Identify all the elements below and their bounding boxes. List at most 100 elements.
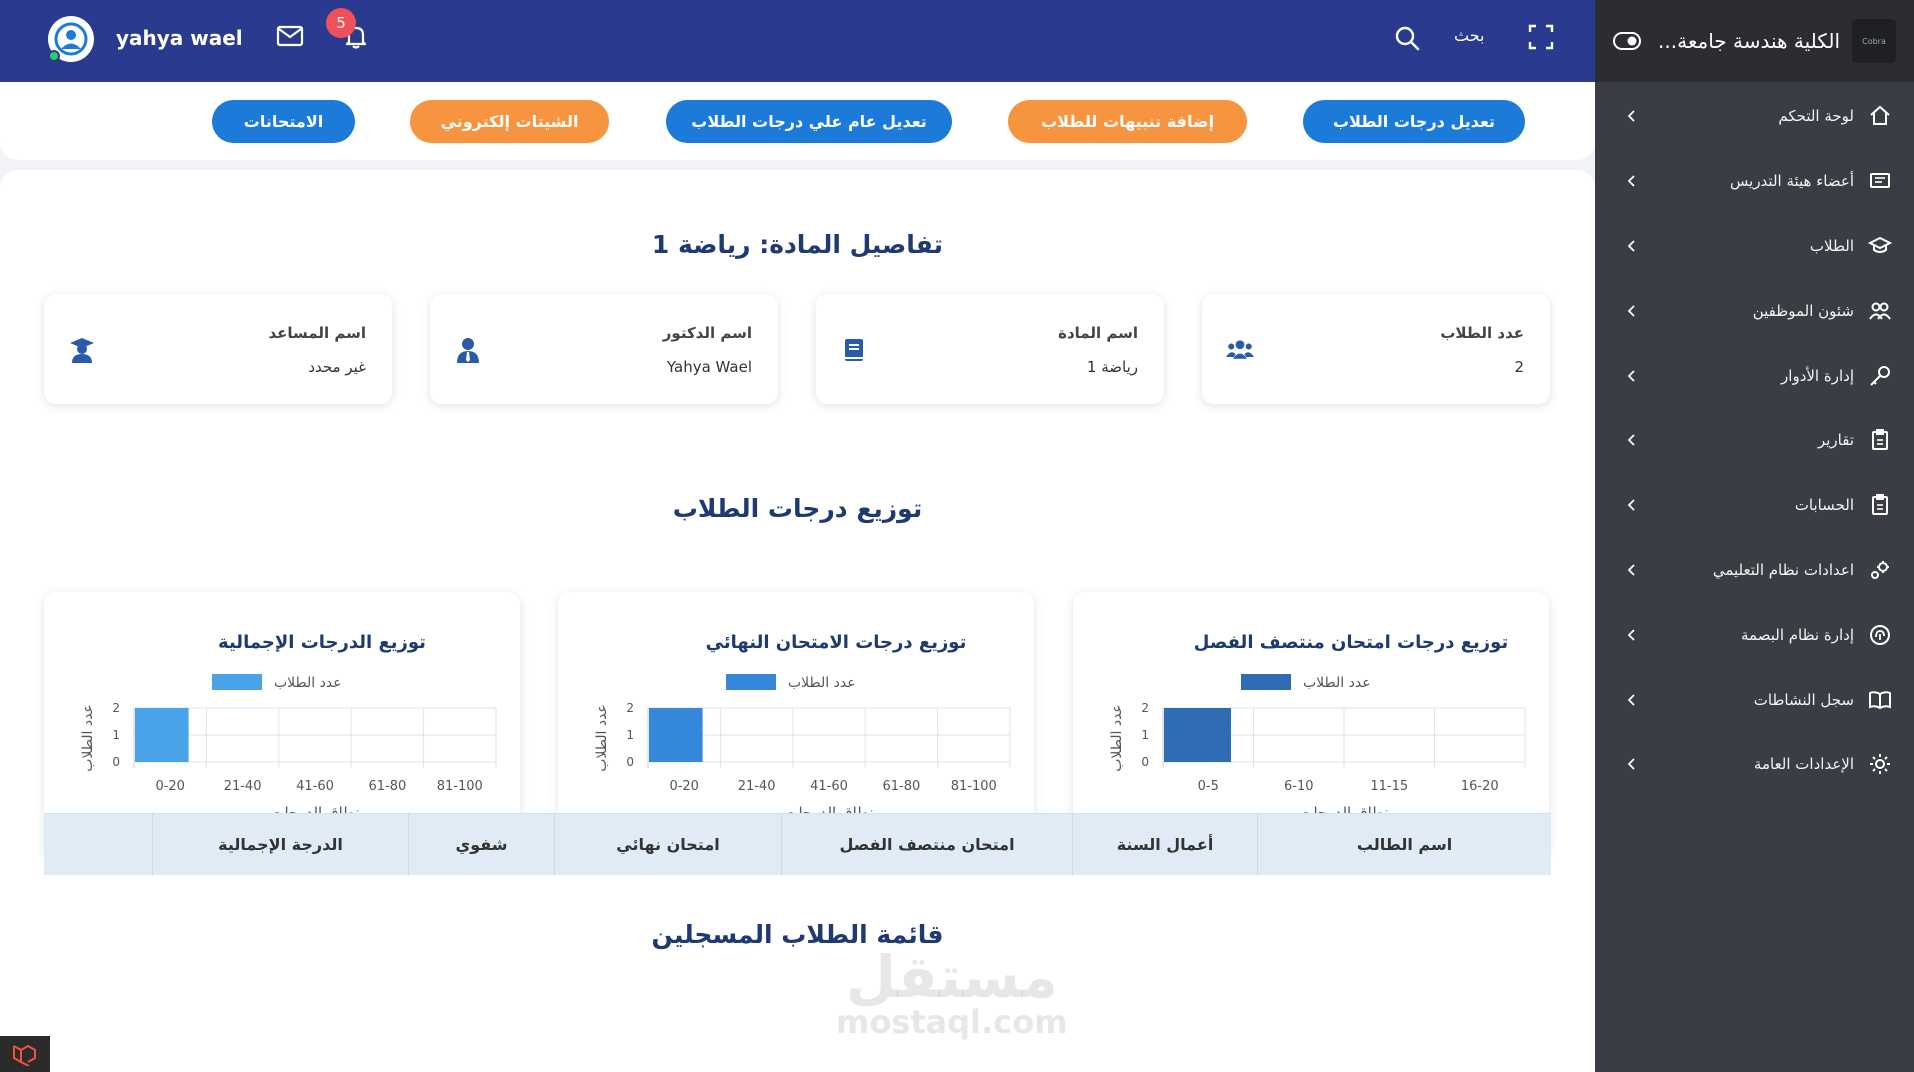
sidebar: Cobra الكلية هندسة جامعة... لوحة التحكم أ… (1595, 0, 1914, 1072)
sidebar-item-label: الإعدادات العامة (1753, 755, 1854, 774)
x-tick-label: 61-80 (883, 779, 921, 794)
clipboard-icon (1872, 494, 1888, 516)
y-tick-label: 2 (112, 701, 120, 715)
sidebar-item-2[interactable]: الطلاب (1595, 214, 1914, 279)
sidebar-item-7[interactable]: اعدادات نظام التعليمي (1595, 538, 1914, 603)
clipboard-icon (1872, 429, 1888, 451)
chevron-left-icon (1627, 305, 1635, 317)
book-icon (845, 339, 863, 361)
sidebar-item-5[interactable]: تقارير (1595, 408, 1914, 473)
x-tick-label: 41-60 (810, 779, 848, 794)
sidebar-item-label: الطلاب (1809, 236, 1854, 255)
card-label: اسم الدكتور (662, 324, 752, 342)
fingerprint-icon (1870, 624, 1890, 645)
column-header[interactable]: شفوي (408, 814, 554, 875)
y-tick-label: 2 (626, 701, 634, 715)
gears-icon (1871, 560, 1889, 579)
column-header[interactable]: أعمال السنة (1072, 814, 1257, 875)
x-tick-label: 61-80 (369, 779, 407, 794)
sidebar-menu: لوحة التحكم أعضاء هيئة التدريس الطلاب شئون … (1595, 84, 1914, 797)
chevron-left-icon (1627, 693, 1635, 706)
electronic-sheets-button[interactable]: الشيتات إلكتروني (410, 100, 609, 143)
chevron-left-icon (1627, 110, 1635, 123)
doctor-name-card: اسم الدكتور Yahya Wael (430, 294, 778, 404)
bar[interactable] (135, 708, 189, 762)
card-value: رياضة 1 (1086, 358, 1138, 376)
sidebar-item-1[interactable]: أعضاء هيئة التدريس (1595, 149, 1914, 214)
legend-label: عدد الطلاب (274, 675, 342, 691)
sidebar-item-label: إدارة نظام البصمة (1741, 625, 1854, 644)
sidebar-item-8[interactable]: إدارة نظام البصمة (1595, 602, 1914, 667)
grades-distribution-title: توزيع درجات الطلاب (672, 494, 923, 523)
course-details-title: تفاصيل المادة: رياضة 1 (651, 230, 944, 259)
fullscreen-icon[interactable] (1528, 24, 1554, 50)
total-chart: توزيع الدرجات الإجمالية عدد الطلاب 0 1 2 عدد … (80, 632, 497, 822)
x-tick-label: 0-20 (669, 779, 699, 794)
chevron-left-icon (1627, 629, 1635, 641)
add-student-alerts-button[interactable]: إضافة تنبيهات للطلاب (1008, 100, 1247, 143)
key-icon (1870, 365, 1890, 386)
column-header[interactable]: اسم الطالب (1257, 814, 1551, 875)
username[interactable]: yahya wael (116, 26, 243, 50)
laravel-icon[interactable] (0, 1036, 50, 1072)
chevron-left-icon (1627, 369, 1635, 382)
y-tick-label: 0 (626, 755, 634, 769)
midterm-chart-card: توزيع درجات امتحان منتصف الفصل عدد الطلاب… (1073, 592, 1549, 857)
sidebar-item-4[interactable]: إدارة الأدوار (1595, 343, 1914, 408)
x-tick-label: 21-40 (224, 779, 262, 794)
sidebar-item-3[interactable]: شئون الموظفين (1595, 278, 1914, 343)
graduate-icon (70, 338, 94, 363)
assistant-name-card: اسم المساعد غير محدد (44, 294, 392, 404)
chart-title: توزيع الدرجات الإجمالية (218, 632, 426, 653)
y-tick-label: 0 (1141, 755, 1149, 769)
chart-title: توزيع درجات الامتحان النهائي (706, 632, 967, 653)
midterm-chart: توزيع درجات امتحان منتصف الفصل عدد الطلاب… (1109, 632, 1526, 822)
bar[interactable] (1164, 708, 1231, 762)
column-header[interactable]: الدرجة الإجمالية (152, 814, 408, 875)
card-value: Yahya Wael (666, 358, 752, 376)
people-icon (1869, 302, 1891, 320)
x-tick-label: 6-10 (1284, 779, 1314, 794)
sidebar-title: الكلية هندسة جامعة... (1658, 29, 1840, 53)
column-header[interactable]: امتحان نهائي (554, 814, 781, 875)
column-header[interactable]: امتحان منتصف الفصل (781, 814, 1072, 875)
mail-icon[interactable] (276, 24, 304, 48)
final-chart-card: توزيع درجات الامتحان النهائي عدد الطلاب 0 1… (558, 592, 1034, 857)
card-label: اسم المادة (1058, 324, 1138, 342)
search-label[interactable]: بحث (1454, 26, 1485, 45)
legend-swatch (1241, 674, 1291, 690)
watermark-ar: مستقل (845, 943, 1058, 1011)
home-icon (1870, 106, 1890, 126)
x-tick-label: 21-40 (738, 779, 776, 794)
legend-label: عدد الطلاب (788, 675, 856, 691)
bar[interactable] (649, 708, 703, 762)
sidebar-item-9[interactable]: سجل النشاطات (1595, 667, 1914, 732)
search-icon[interactable] (1393, 24, 1421, 52)
card-value: 2 (1514, 358, 1524, 376)
y-axis-label: عدد الطلاب (594, 704, 610, 772)
top-bar: yahya wael 5 بحث (0, 0, 1595, 82)
sidebar-item-0[interactable]: لوحة التحكم (1595, 84, 1914, 149)
sidebar-item-10[interactable]: الإعدادات العامة (1595, 732, 1914, 797)
legend-swatch (726, 674, 776, 690)
logo-text: Cobra (1862, 36, 1886, 46)
card-label: عدد الطلاب (1440, 324, 1524, 342)
exams-button[interactable]: الامتحانات (212, 100, 355, 143)
users-icon (1226, 340, 1254, 359)
sidebar-toggle-icon[interactable] (1613, 32, 1641, 50)
action-bar: تعديل درجات الطلاب إضافة تنبيهات للطلاب … (0, 82, 1595, 160)
sidebar-item-label: تقارير (1817, 431, 1854, 450)
edit-student-grades-button[interactable]: تعديل درجات الطلاب (1303, 100, 1525, 143)
general-grade-edit-button[interactable]: تعديل عام علي درجات الطلاب (666, 100, 952, 143)
sidebar-item-label: سجل النشاطات (1753, 690, 1854, 709)
user-icon (54, 22, 88, 56)
x-tick-label: 16-20 (1461, 779, 1499, 794)
x-tick-label: 41-60 (296, 779, 334, 794)
y-axis-label: عدد الطلاب (80, 704, 96, 772)
y-tick-label: 0 (112, 755, 120, 769)
y-tick-label: 2 (1141, 701, 1149, 715)
table-header: اسم الطالب أعمال السنة امتحان منتصف الفصل ا… (44, 813, 1551, 875)
sidebar-item-6[interactable]: الحسابات (1595, 473, 1914, 538)
legend-label: عدد الطلاب (1303, 675, 1371, 691)
user-avatar[interactable] (48, 16, 94, 62)
